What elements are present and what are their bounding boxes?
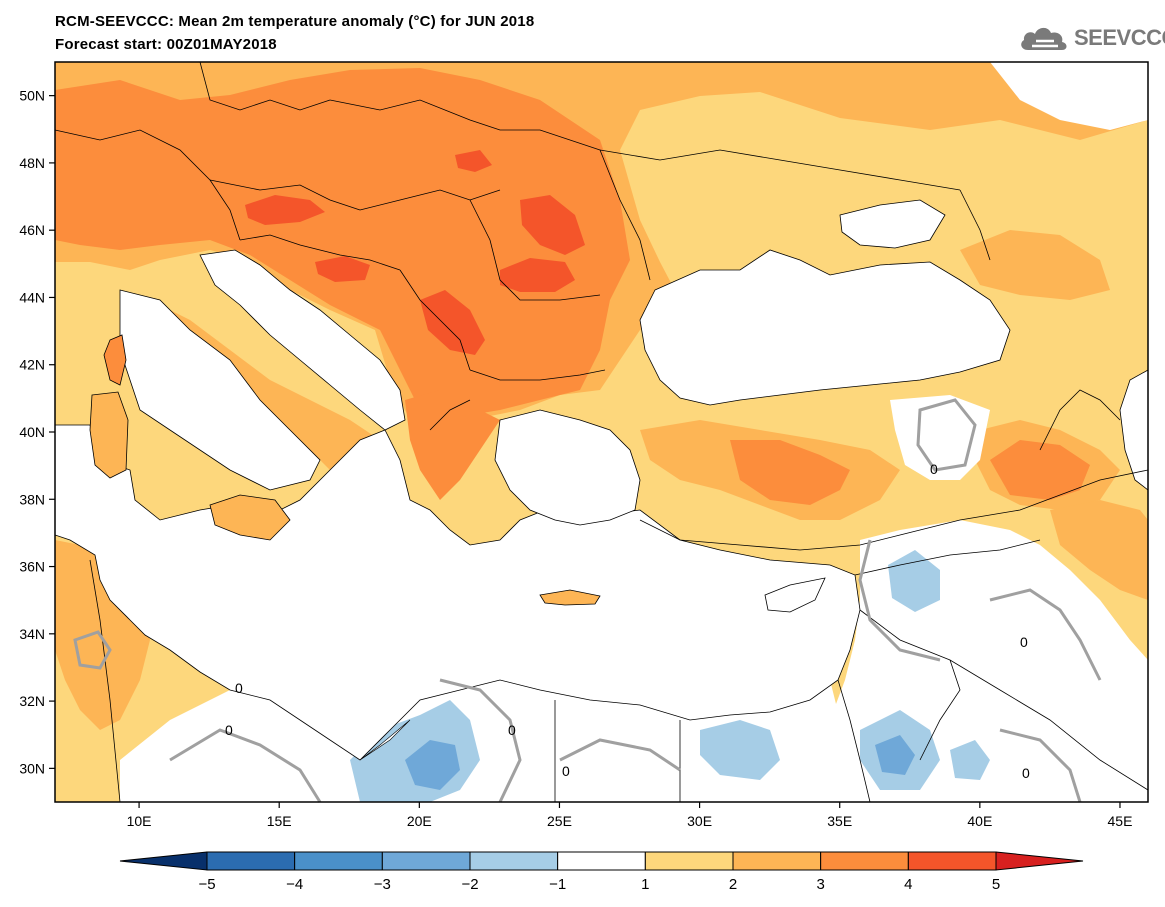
colorbar-swatch	[644, 851, 734, 871]
lat-tick-label: 48N	[19, 155, 45, 171]
lat-tick-label: 40N	[19, 424, 45, 440]
crete-island	[539, 589, 601, 606]
field-band-4-5-slovenia	[245, 195, 325, 225]
field-band-2-3-italy	[150, 300, 380, 470]
field-band-3-4-anatolia	[730, 440, 850, 505]
lon-tick-label: 20E	[407, 813, 432, 829]
lon-tick-label: 45E	[1108, 813, 1133, 829]
field-band-4-5-romania	[520, 195, 585, 255]
field-band-3-4-caucasus	[990, 440, 1090, 500]
contour-label: 0	[1020, 634, 1028, 650]
gulf-of-sidra	[359, 719, 411, 761]
lon-tick-label: 10E	[127, 813, 152, 829]
lon-tick-label: 30E	[687, 813, 712, 829]
chart-subtitle: Forecast start: 00Z01MAY2018	[55, 36, 277, 53]
lat-tick-label: 44N	[19, 289, 45, 305]
colorbar-label: −2	[461, 876, 478, 893]
field-band-minus1-minus2-iraq	[950, 740, 990, 780]
sicily-island	[209, 494, 291, 541]
field-band-2-3-ukraine	[960, 230, 1110, 300]
contour-label: 0	[562, 763, 570, 779]
longitude-axis: 10E 15E 20E 25E 30E 35E 40E 45E	[127, 802, 1133, 829]
country-borders	[54, 61, 1149, 803]
black-sea	[639, 249, 1011, 406]
mediterranean-sea	[55, 424, 861, 761]
adriatic-sea	[199, 249, 406, 431]
field-band-neutral-ne	[990, 62, 1148, 130]
colorbar-swatch	[206, 851, 296, 871]
field-band-4-5-bosnia	[315, 256, 370, 282]
contour-label: 0	[1022, 765, 1030, 781]
colorbar-swatch	[732, 851, 822, 871]
field-band-4-5-slovakia	[455, 150, 492, 172]
lat-tick-label: 38N	[19, 491, 45, 507]
field-band-minus1-minus2-syria	[888, 550, 940, 612]
lon-tick-label: 15E	[267, 813, 292, 829]
zero-contours	[73, 398, 1102, 803]
contour-labels: 0 0 0 0 0 0 0	[225, 461, 1030, 781]
lon-tick-label: 25E	[547, 813, 572, 829]
colorbar-label: 5	[992, 876, 1000, 893]
lat-tick-label: 34N	[19, 626, 45, 642]
chart-title: RCM-SEEVCCC: Mean 2m temperature anomaly…	[55, 13, 535, 30]
colorbar-swatch	[469, 851, 559, 871]
latitude-axis: 30N 32N 34N 36N 38N 40N 42N 44N 46N 48N 50N	[19, 88, 55, 776]
colorbar-swatch	[820, 851, 909, 871]
colorbar-label: −5	[198, 876, 215, 893]
field-band-minus2-minus3-libya	[405, 740, 460, 790]
field-band-4-5-serbia	[420, 290, 485, 355]
colorbar-label: 1	[641, 876, 649, 893]
lat-tick-label: 30N	[19, 760, 45, 776]
colorbar-swatch	[557, 851, 646, 871]
field-band-4-5-danube	[500, 258, 575, 292]
sardinia-island	[89, 391, 129, 479]
cloud-icon	[1021, 27, 1067, 50]
contour-label: 0	[235, 680, 243, 696]
seevccc-logo: SEEVCCC	[1018, 22, 1165, 54]
field-band-3-4-greece	[405, 390, 500, 500]
lat-tick-label: 36N	[19, 559, 45, 575]
contour-label: 0	[930, 461, 938, 477]
azov-sea	[839, 199, 946, 249]
colorbar-swatch	[907, 851, 997, 871]
logo-text: SEEVCCC	[1074, 25, 1165, 50]
islands	[89, 334, 826, 613]
lon-tick-label: 40E	[967, 813, 992, 829]
tyrrhenian-sea	[119, 289, 321, 491]
lat-tick-label: 42N	[19, 357, 45, 373]
colorbar-label: 3	[816, 876, 824, 893]
colorbar-label: −3	[374, 876, 391, 893]
lon-tick-label: 35E	[827, 813, 852, 829]
caspian-sea-edge	[1119, 369, 1148, 491]
lat-tick-label: 46N	[19, 222, 45, 238]
aegean-sea	[494, 409, 641, 526]
colorbar-swatch	[294, 851, 383, 871]
colorbar-swatch	[381, 851, 471, 871]
lat-tick-label: 32N	[19, 693, 45, 709]
colorbar-label: 4	[904, 876, 912, 893]
field-band-minus1-minus2-egypt	[700, 720, 780, 780]
sea-areas	[55, 199, 1148, 761]
corsica-island	[103, 334, 127, 386]
colorbar-label: −4	[286, 876, 303, 893]
field-band-minus2-minus3-arabia	[875, 735, 915, 775]
lat-tick-label: 50N	[19, 88, 45, 104]
colorbar-min-arrow	[119, 851, 208, 871]
colorbar-label: 2	[729, 876, 737, 893]
contour-label: 0	[225, 722, 233, 738]
contour-label: 0	[508, 722, 516, 738]
field-band-neutral-anatolia	[890, 395, 990, 480]
cyprus-island	[764, 577, 826, 613]
colorbar: −5 −4 −3 −2 −1 1 2 3 4 5	[119, 851, 1084, 893]
colorbar-label: −1	[549, 876, 566, 893]
field-band-2-3-east	[1050, 500, 1148, 600]
colorbar-max-arrow	[995, 851, 1084, 871]
